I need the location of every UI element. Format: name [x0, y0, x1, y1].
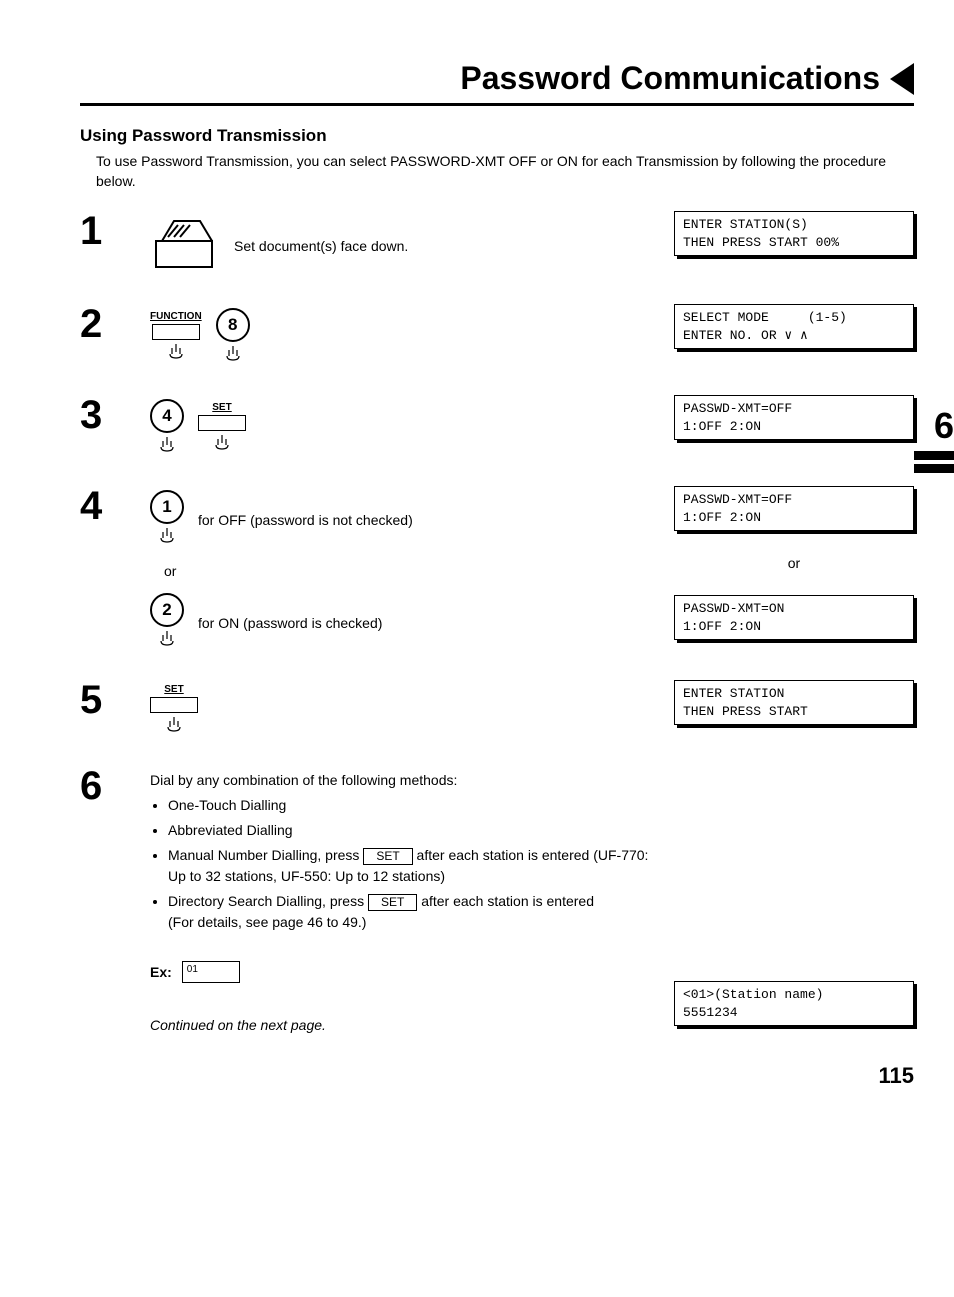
press-hand-icon: [155, 526, 179, 549]
inline-set-key: SET: [368, 894, 417, 912]
step-number: 3: [80, 395, 130, 435]
lcd-display: ENTER STATION(S) THEN PRESS START 00%: [674, 211, 914, 256]
step-row: 6 Dial by any combination of the followi…: [80, 766, 914, 1033]
list-item: Manual Number Dialling, press SET after …: [168, 845, 654, 887]
lcd-display: PASSWD-XMT=ON 1:OFF 2:ON: [674, 595, 914, 640]
numeric-key-8-icon: 8: [216, 308, 250, 367]
intro-text: To use Password Transmission, you can se…: [96, 152, 914, 191]
page-number: 115: [80, 1063, 914, 1089]
press-hand-icon: [155, 629, 179, 652]
chapter-number: 6: [914, 405, 954, 447]
step-number: 1: [80, 211, 130, 251]
list-item: Directory Search Dialling, press SET aft…: [168, 891, 654, 933]
function-key-icon: FUNCTION: [150, 311, 202, 365]
numeric-key-2-icon: 2: [150, 593, 184, 652]
lcd-display: <01>(Station name) 5551234: [674, 981, 914, 1026]
press-hand-icon: [155, 435, 179, 458]
step-row: 4 1 for OFF (password is not checked) or…: [80, 486, 914, 652]
lcd-display: PASSWD-XMT=OFF 1:OFF 2:ON: [674, 486, 914, 531]
ex-label: Ex:: [150, 964, 172, 980]
lcd-display: PASSWD-XMT=OFF 1:OFF 2:ON: [674, 395, 914, 440]
set-key-icon: SET: [150, 684, 198, 738]
step-number: 5: [80, 680, 130, 720]
tab-bar-icon: [914, 464, 954, 473]
step-row: 2 FUNCTION 8 SELECT MODE: [80, 304, 914, 367]
step-row: 3 4 SET PASSWD-XMT=OFF 1:OFF: [80, 395, 914, 458]
step-number: 2: [80, 304, 130, 344]
step-text: for OFF (password is not checked): [198, 512, 413, 528]
step6-lead: Dial by any combination of the following…: [150, 772, 457, 788]
step-text: for ON (password is checked): [198, 615, 382, 631]
step-number: 4: [80, 486, 130, 526]
press-hand-icon: [164, 342, 188, 365]
numeric-key-1-icon: 1: [150, 490, 184, 549]
or-text: or: [164, 563, 654, 579]
chapter-tab: 6: [914, 405, 954, 473]
page-title: Password Communications: [460, 60, 880, 97]
section-heading: Using Password Transmission: [80, 126, 914, 146]
list-item: One-Touch Dialling: [168, 795, 654, 816]
triangle-left-icon: [890, 63, 914, 95]
numeric-key-4-icon: 4: [150, 399, 184, 458]
step6-content: Dial by any combination of the following…: [150, 770, 654, 937]
step-row: 1 Set document(s) face down. ENTER STATI…: [80, 211, 914, 276]
continued-note: Continued on the next page.: [150, 1017, 654, 1033]
press-hand-icon: [162, 715, 186, 738]
set-key-icon: SET: [198, 402, 246, 456]
list-item: Abbreviated Dialling: [168, 820, 654, 841]
tab-bar-icon: [914, 451, 954, 460]
lcd-display: SELECT MODE (1-5) ENTER NO. OR ∨ ∧: [674, 304, 914, 349]
step-number: 6: [80, 766, 130, 806]
inline-set-key: SET: [363, 848, 412, 866]
step-text: Set document(s) face down.: [234, 238, 408, 254]
ex-box: 01: [182, 961, 240, 983]
or-text: or: [674, 555, 914, 571]
page-header: Password Communications: [80, 60, 914, 106]
lcd-display: ENTER STATION THEN PRESS START: [674, 680, 914, 725]
press-hand-icon: [210, 433, 234, 456]
example-row: Ex: 01: [150, 961, 654, 983]
document-tray-icon: [150, 215, 220, 276]
press-hand-icon: [221, 344, 245, 367]
step-row: 5 SET ENTER STATION THEN PRESS START: [80, 680, 914, 738]
